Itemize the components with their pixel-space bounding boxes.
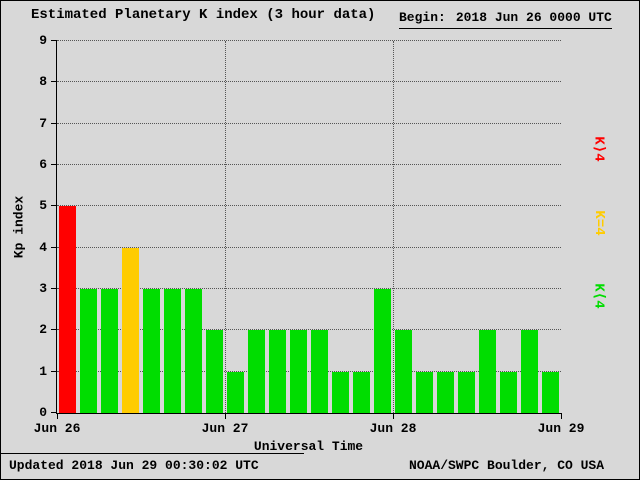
kp-bar xyxy=(185,289,202,413)
kp-bar xyxy=(248,330,265,413)
x-tick-label: Jun 29 xyxy=(537,421,585,436)
chart-title: Estimated Planetary K index (3 hour data… xyxy=(31,7,376,23)
y-tick-label: 6 xyxy=(39,157,47,173)
y-tick-label: 9 xyxy=(39,33,47,48)
kp-bar xyxy=(269,330,286,413)
source-text: NOAA/SWPC Boulder, CO USA xyxy=(409,458,605,473)
kp-bar xyxy=(353,371,370,413)
kp-bar xyxy=(500,371,517,413)
legend-label: K⟨4 xyxy=(590,283,607,309)
x-tick-mark xyxy=(561,413,562,419)
begin-value: 2018 Jun 26 0000 UTC xyxy=(455,10,612,25)
kp-bar xyxy=(227,371,244,413)
y-tick-label: 7 xyxy=(39,115,47,131)
kp-bar xyxy=(374,289,391,413)
begin-label: Begin: xyxy=(399,10,446,25)
gridline-h xyxy=(57,288,561,289)
x-tick-mark xyxy=(393,413,394,419)
y-tick-mark xyxy=(51,40,57,41)
x-tick-label: Jun 26 xyxy=(33,421,81,436)
x-tick-mark xyxy=(57,413,58,419)
y-tick-label: 8 xyxy=(39,74,47,90)
y-tick-mark xyxy=(51,329,57,331)
x-axis-label: Universal Time xyxy=(253,439,364,454)
x-tick-mark xyxy=(225,413,226,419)
footer-divider xyxy=(1,453,304,454)
legend-label: K⟩4 xyxy=(590,136,607,162)
kp-bar xyxy=(395,330,412,413)
kp-bar xyxy=(290,330,307,413)
y-tick-mark xyxy=(51,246,57,248)
kp-bar xyxy=(59,206,76,413)
y-tick-mark xyxy=(51,370,57,372)
kp-bar xyxy=(479,330,496,413)
kp-bar xyxy=(332,371,349,413)
kp-bar xyxy=(416,371,433,413)
kp-bar xyxy=(122,247,139,413)
y-tick-label: 3 xyxy=(39,281,47,297)
x-tick-label: Jun 28 xyxy=(369,421,417,436)
gridline-h xyxy=(57,246,561,248)
kp-bar xyxy=(101,289,118,413)
gridline-h xyxy=(57,370,561,372)
gridline-v xyxy=(225,41,226,413)
x-tick-label: Jun 27 xyxy=(201,421,249,436)
kp-bar xyxy=(521,330,538,413)
y-tick-mark xyxy=(51,164,57,166)
updated-text: Updated 2018 Jun 29 00:30:02 UTC xyxy=(9,458,259,473)
y-tick-label: 5 xyxy=(39,198,47,214)
gridline-h xyxy=(57,205,561,207)
y-tick-label: 0 xyxy=(39,405,47,420)
y-tick-mark xyxy=(51,205,57,207)
y-tick-mark xyxy=(51,288,57,290)
kp-bar xyxy=(542,371,559,413)
y-tick-label: 2 xyxy=(39,322,47,338)
y-tick-mark xyxy=(51,81,57,83)
kp-bar xyxy=(143,289,160,413)
gridline-h xyxy=(57,329,561,331)
kp-bar xyxy=(80,289,97,413)
y-tick-mark xyxy=(51,122,57,124)
kp-bar xyxy=(311,330,328,413)
y-tick-label: 4 xyxy=(39,239,47,255)
gridline-h xyxy=(57,122,561,124)
y-tick-mark xyxy=(51,412,57,413)
plot-area: Kp index 0 1 2 3 4 5 6 7 8 9 Jun 26 Jun 27 Jun 28 Jun… xyxy=(12,33,608,436)
y-axis-label: Kp index xyxy=(11,195,27,259)
y-tick-label: 1 xyxy=(39,363,47,379)
kp-bar xyxy=(458,371,475,413)
kp-bar xyxy=(206,330,223,413)
gridline-h xyxy=(57,81,561,83)
legend-label: K=4 xyxy=(591,210,607,236)
gridline-h xyxy=(57,40,561,41)
gridline-h xyxy=(57,164,561,165)
kp-bar xyxy=(437,371,454,413)
begin-timestamp: Begin: 2018 Jun 26 0000 UTC xyxy=(399,10,612,29)
gridline-v xyxy=(393,41,394,413)
kp-bar xyxy=(164,289,181,413)
